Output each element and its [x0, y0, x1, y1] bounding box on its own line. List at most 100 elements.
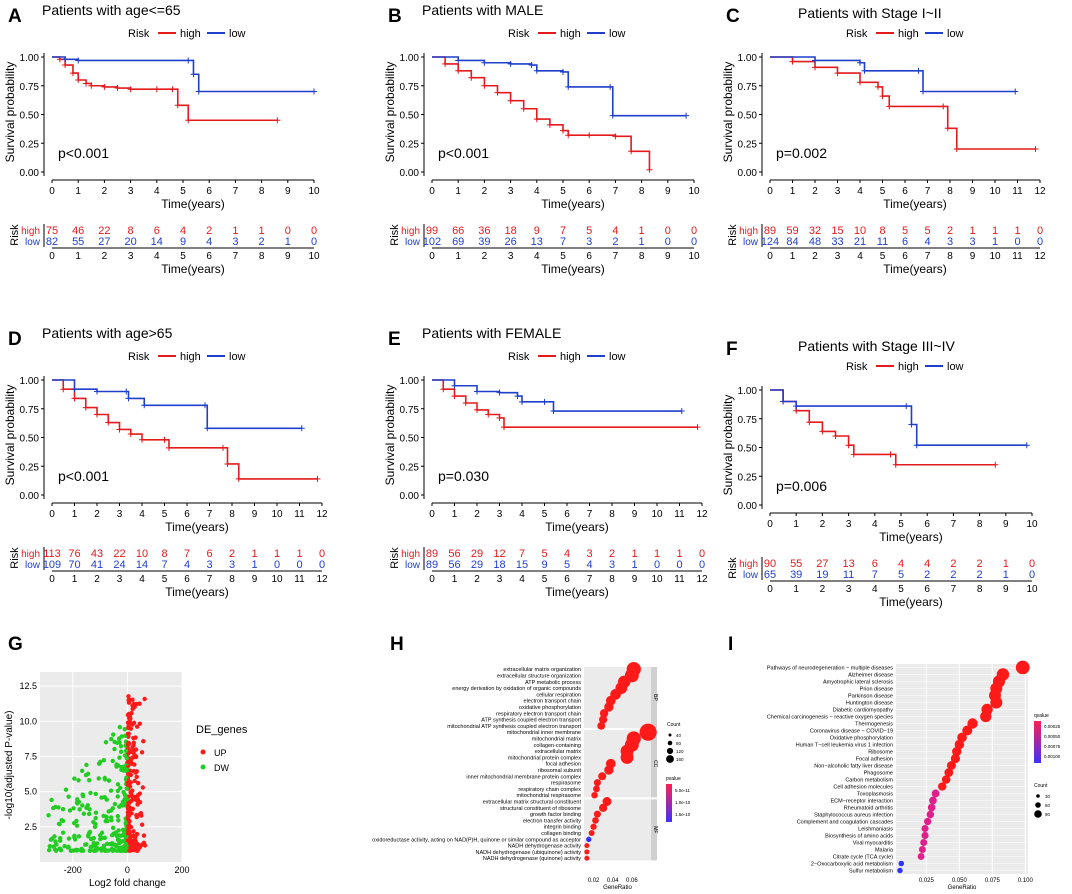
facet-label: CC — [652, 760, 658, 768]
term-dot — [591, 791, 598, 799]
legend-p-label: 0.00075 — [1044, 744, 1061, 749]
risk-count-low: 9 — [541, 559, 547, 571]
survival-curve-high-censor — [953, 146, 960, 152]
legend-high-label: high — [898, 28, 919, 40]
risk-count-low: 24 — [113, 559, 125, 571]
survival-curve-low-censor — [62, 56, 69, 63]
risk-count-low: 0 — [274, 559, 280, 571]
dw-point — [86, 811, 92, 817]
risk-count-high: 0 — [1029, 558, 1035, 570]
survival-curve-low-censor — [514, 393, 521, 400]
dw-point — [62, 843, 67, 849]
up-point — [125, 780, 131, 785]
risk-count-high: 55 — [790, 558, 802, 570]
risk-table-label: Risk — [727, 224, 739, 246]
risk-x-tick-label: 9 — [970, 251, 976, 262]
term-dot — [599, 715, 608, 724]
term-label: ribosomal subunit — [538, 768, 582, 774]
x-tick-label: 7 — [587, 509, 593, 520]
survival-curve-high-censor — [114, 85, 121, 92]
legend-count-key — [1034, 810, 1042, 818]
term-dot — [962, 725, 973, 736]
term-dot — [598, 772, 607, 781]
survival-curve-high-censor — [462, 400, 469, 406]
dw-point — [121, 829, 127, 835]
up-point — [128, 772, 134, 778]
legend-p-colorbar — [666, 784, 672, 822]
survival-curve-high-censor — [694, 424, 701, 431]
risk-count-high: 1 — [1003, 558, 1009, 570]
risk-x-tick-label: 6 — [586, 251, 592, 262]
dw-point — [72, 776, 77, 781]
dw-point — [76, 834, 82, 839]
dw-point — [50, 836, 55, 841]
facet-label: BP — [652, 694, 658, 701]
risk-count-high: 1 — [296, 548, 302, 560]
risk-table-label: Risk — [9, 224, 21, 246]
risk-count-high: 32 — [809, 225, 821, 237]
legend-p-title: pvalue — [666, 776, 681, 782]
panel-letter: F — [726, 339, 738, 360]
term-dot — [921, 824, 929, 833]
dw-point — [67, 808, 73, 813]
term-dot — [938, 782, 947, 791]
term-label: cellular respiration — [536, 692, 581, 698]
risk-x-tick-label: 5 — [880, 251, 886, 262]
x-tick-label: 2 — [94, 509, 100, 520]
survival-curve-low-censor — [609, 112, 616, 119]
risk-x-tick-label: 0 — [429, 574, 435, 585]
x-tick-label: 1 — [455, 186, 461, 197]
dw-point — [80, 792, 85, 797]
risk-x-tick-label: 6 — [902, 251, 908, 262]
term-dot — [604, 702, 614, 712]
legend-low-label: low — [229, 351, 246, 363]
survival-curve-high-censor — [220, 444, 226, 451]
survival-curve-low-censor — [204, 425, 211, 432]
risk-x-tick-label: 3 — [846, 584, 852, 595]
legend-p-label: 0.00025 — [1044, 724, 1061, 729]
y-tick-label: 10.0 — [19, 716, 37, 726]
risk-count-low: 5 — [898, 569, 904, 581]
up-point — [128, 790, 133, 795]
term-label: Pathways of neurodegeneration − multiple… — [767, 666, 893, 672]
y-tick-label: 0.25 — [20, 462, 40, 473]
term-label: Prion disease — [860, 687, 893, 693]
dw-point — [65, 845, 71, 850]
survival-curve-low-censor — [185, 57, 192, 64]
y-tick-label: 0.75 — [400, 82, 420, 93]
risk-count-high: 9 — [534, 225, 540, 237]
risk-count-low: 3 — [969, 236, 975, 248]
up-point — [128, 835, 133, 840]
legend-count-key — [666, 747, 674, 755]
dw-point — [98, 759, 103, 765]
x-tick-label: 0.050 — [952, 878, 968, 884]
risk-count-high: 1 — [676, 548, 682, 560]
survival-curve-low-censor — [298, 425, 305, 432]
survival-curve-low-censor — [195, 88, 202, 95]
term-label: Diabetic cardiomyopathy — [833, 708, 893, 714]
term-dot — [599, 709, 609, 718]
survival-curve-low-censor — [474, 388, 480, 395]
survival-curve-high-censor — [485, 411, 492, 418]
term-label: Chemical carcinogenesis − reactive oxyge… — [767, 715, 893, 721]
risk-x-tick-label: 7 — [207, 574, 213, 585]
survival-curve-high-censor — [75, 77, 82, 83]
risk-count-low: 3 — [229, 559, 235, 571]
survival-curve-high-censor — [628, 148, 635, 155]
dw-point — [110, 806, 115, 811]
risk-count-low: 0 — [296, 559, 302, 571]
risk-count-high: 13 — [842, 558, 854, 570]
y-tick-label: 0.75 — [20, 405, 40, 416]
survival-curve-high-censor — [845, 442, 852, 449]
x-tick-label: 7 — [233, 186, 239, 197]
term-label: NADH dehydrogenase (quinone) activity — [483, 856, 581, 862]
term-label: ECM−receptor interaction — [830, 799, 893, 805]
legend-count-key — [666, 755, 674, 763]
panel-letter: D — [8, 329, 22, 350]
risk-x-tick-label: 8 — [947, 251, 953, 262]
x-tick-label: 6 — [206, 186, 212, 197]
facet-strip — [651, 730, 657, 798]
term-dot — [584, 843, 590, 849]
dw-point — [66, 836, 72, 841]
dw-point — [100, 846, 106, 852]
